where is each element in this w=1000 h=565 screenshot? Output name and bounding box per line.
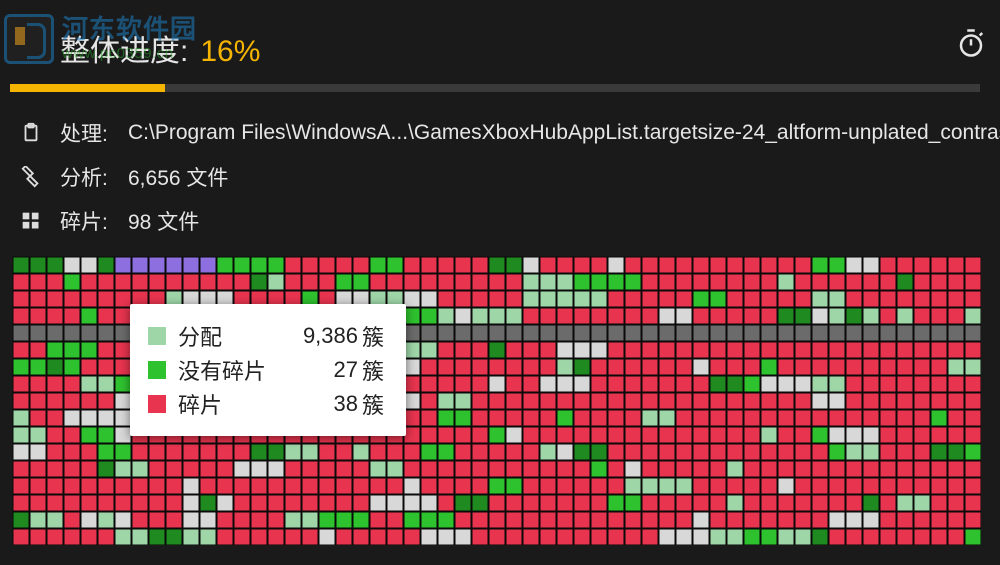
fragments-label: 碎片: bbox=[60, 206, 128, 236]
clipboard-icon bbox=[18, 120, 44, 146]
info-row-analysis: 分析: 6,656 文件 bbox=[18, 162, 980, 192]
analysis-label: 分析: bbox=[60, 162, 128, 192]
swatch-icon bbox=[148, 327, 166, 345]
progress-label: 整体进度: bbox=[60, 26, 188, 70]
processing-value: C:\Program Files\WindowsA...\GamesXboxHu… bbox=[128, 121, 1000, 145]
progress-fill bbox=[10, 84, 165, 92]
tooltip-value: 9,386 bbox=[288, 323, 358, 349]
cluster-tooltip: 分配9,386簇没有碎片27簇碎片38簇 bbox=[130, 304, 406, 436]
tooltip-label: 碎片 bbox=[178, 388, 288, 420]
swatch-icon bbox=[148, 361, 166, 379]
cluster-map: 分配9,386簇没有碎片27簇碎片38簇 bbox=[0, 256, 1000, 545]
info-row-processing: 处理: C:\Program Files\WindowsA...\GamesXb… bbox=[18, 118, 980, 148]
tooltip-label: 分配 bbox=[178, 320, 288, 352]
info-block: 处理: C:\Program Files\WindowsA...\GamesXb… bbox=[0, 92, 1000, 236]
progress-value: 16% bbox=[200, 35, 260, 69]
swatch-icon bbox=[148, 395, 166, 413]
processing-label: 处理: bbox=[60, 118, 128, 148]
progress-bar bbox=[10, 84, 980, 92]
tooltip-row: 分配9,386簇 bbox=[148, 320, 384, 352]
analysis-icon bbox=[18, 164, 44, 190]
tooltip-row: 没有碎片27簇 bbox=[148, 354, 384, 386]
tooltip-value: 27 bbox=[288, 357, 358, 383]
fragments-icon bbox=[18, 208, 44, 234]
info-row-fragments: 碎片: 98 文件 bbox=[18, 206, 980, 236]
tooltip-label: 没有碎片 bbox=[178, 354, 288, 386]
tooltip-value: 38 bbox=[288, 391, 358, 417]
analysis-value: 6,656 文件 bbox=[128, 162, 228, 192]
tooltip-unit: 簇 bbox=[362, 320, 384, 352]
stopwatch-icon[interactable] bbox=[956, 28, 986, 58]
tooltip-unit: 簇 bbox=[362, 388, 384, 420]
tooltip-unit: 簇 bbox=[362, 354, 384, 386]
header: 整体进度: 16% bbox=[0, 0, 1000, 92]
tooltip-row: 碎片38簇 bbox=[148, 388, 384, 420]
fragments-value: 98 文件 bbox=[128, 206, 199, 236]
